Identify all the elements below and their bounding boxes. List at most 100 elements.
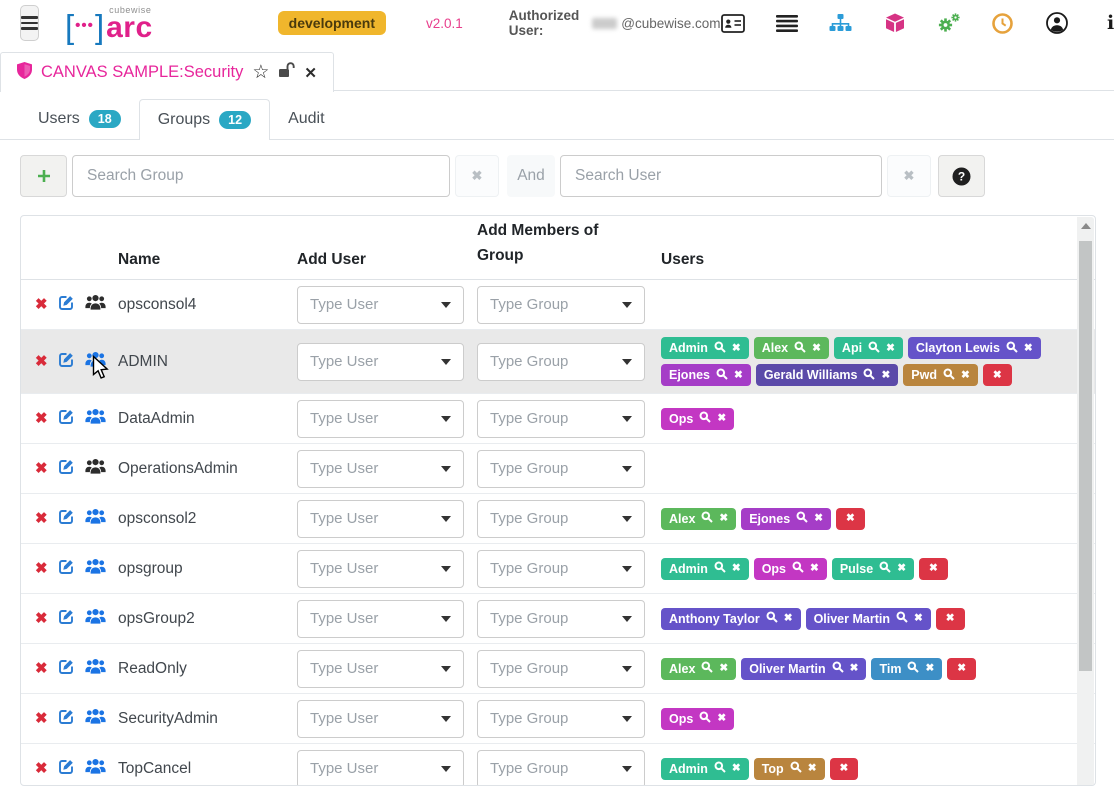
delete-group-button[interactable]: ✖	[35, 353, 48, 370]
tag-remove-icon[interactable]: ✖	[814, 512, 824, 525]
add-user-select[interactable]: Type User	[297, 285, 464, 324]
remove-all-users-button[interactable]: ✖	[829, 757, 859, 780]
add-user-select[interactable]: Type User	[297, 449, 464, 488]
user-tag[interactable]: Anthony Taylor ✖	[661, 607, 801, 630]
tag-remove-icon[interactable]: ✖	[913, 612, 923, 625]
id-card-icon[interactable]	[720, 11, 745, 35]
vertical-scrollbar[interactable]	[1077, 217, 1094, 785]
tag-search-icon[interactable]	[790, 761, 802, 776]
remove-all-users-button[interactable]: ✖	[919, 557, 948, 580]
user-tag[interactable]: Top ✖	[753, 757, 825, 780]
clear-group-search-button[interactable]: ✖	[455, 155, 499, 197]
user-tag[interactable]: Pwd ✖	[903, 364, 978, 386]
edit-group-button[interactable]	[58, 608, 75, 630]
edit-group-button[interactable]	[58, 294, 75, 316]
tag-search-icon[interactable]	[907, 661, 920, 676]
tag-remove-icon[interactable]: ✖	[731, 562, 741, 575]
tag-search-icon[interactable]	[896, 611, 908, 626]
edit-group-button[interactable]	[58, 558, 75, 580]
tag-remove-icon[interactable]: ✖	[925, 662, 935, 675]
edit-group-button[interactable]	[58, 408, 75, 430]
tag-search-icon[interactable]	[714, 341, 726, 356]
add-members-select[interactable]: Type Group	[477, 449, 645, 488]
user-tag[interactable]: Clayton Lewis ✖	[907, 337, 1041, 359]
tag-search-icon[interactable]	[714, 761, 726, 776]
edit-group-button[interactable]	[58, 351, 75, 373]
delete-group-button[interactable]: ✖	[35, 296, 48, 313]
list-icon[interactable]	[775, 11, 799, 35]
tag-remove-icon[interactable]: ✖	[886, 341, 895, 354]
unlock-icon[interactable]	[278, 62, 296, 83]
tag-search-icon[interactable]	[714, 561, 726, 576]
delete-group-button[interactable]: ✖	[35, 760, 48, 777]
user-tag[interactable]: Ops ✖	[661, 707, 735, 730]
tab-audit[interactable]: Audit	[270, 99, 342, 139]
cube-icon[interactable]	[883, 11, 907, 35]
sitemap-icon[interactable]	[829, 11, 853, 35]
delete-group-button[interactable]: ✖	[35, 410, 48, 427]
add-members-select[interactable]: Type Group	[477, 342, 645, 381]
tag-search-icon[interactable]	[868, 341, 880, 356]
user-tag[interactable]: Ops ✖	[661, 407, 735, 430]
delete-group-button[interactable]: ✖	[35, 660, 48, 677]
tag-remove-icon[interactable]: ✖	[734, 368, 743, 381]
tag-remove-icon[interactable]: ✖	[717, 712, 727, 725]
user-tag[interactable]: Oliver Martin ✖	[805, 607, 931, 630]
add-user-select[interactable]: Type User	[297, 499, 464, 538]
user-tag[interactable]: Pulse ✖	[831, 557, 914, 580]
add-group-button[interactable]	[20, 155, 67, 197]
tag-remove-icon[interactable]: ✖	[717, 412, 727, 425]
edit-group-button[interactable]	[58, 458, 75, 480]
tag-search-icon[interactable]	[943, 368, 955, 383]
clear-user-search-button[interactable]: ✖	[887, 155, 931, 197]
search-group-input[interactable]	[72, 155, 450, 197]
tag-search-icon[interactable]	[701, 511, 714, 526]
add-members-select[interactable]: Type Group	[477, 499, 645, 538]
user-tag[interactable]: Api ✖	[833, 337, 903, 359]
remove-all-users-button[interactable]: ✖	[836, 507, 865, 530]
add-members-select[interactable]: Type Group	[477, 399, 645, 438]
delete-group-button[interactable]: ✖	[35, 510, 48, 527]
tag-search-icon[interactable]	[699, 711, 712, 726]
tag-remove-icon[interactable]: ✖	[731, 341, 741, 354]
tag-remove-icon[interactable]: ✖	[897, 562, 906, 575]
add-user-select[interactable]: Type User	[297, 399, 464, 438]
tag-search-icon[interactable]	[796, 511, 808, 526]
tab-groups[interactable]: Groups 12	[138, 99, 271, 140]
tag-remove-icon[interactable]: ✖	[719, 512, 729, 525]
tag-search-icon[interactable]	[863, 368, 876, 383]
info-icon[interactable]: i	[1106, 12, 1114, 34]
favorite-star-icon[interactable]: ☆	[252, 62, 270, 83]
tag-search-icon[interactable]	[794, 341, 806, 356]
edit-group-button[interactable]	[58, 508, 75, 530]
tag-remove-icon[interactable]: ✖	[881, 368, 891, 381]
add-members-select[interactable]: Type Group	[477, 285, 645, 324]
close-tab-icon[interactable]: ✕	[304, 64, 317, 82]
user-tag[interactable]: Tim ✖	[871, 657, 943, 680]
add-user-select[interactable]: Type User	[297, 549, 464, 588]
tag-remove-icon[interactable]: ✖	[807, 762, 817, 775]
delete-group-button[interactable]: ✖	[35, 610, 48, 627]
user-tag[interactable]: Ejones ✖	[741, 507, 832, 530]
delete-group-button[interactable]: ✖	[35, 460, 48, 477]
hamburger-menu-button[interactable]	[20, 5, 39, 41]
user-tag[interactable]: Admin ✖	[661, 757, 749, 780]
add-user-select[interactable]: Type User	[297, 649, 464, 688]
edit-group-button[interactable]	[58, 708, 75, 730]
tab-users[interactable]: Users 18	[20, 99, 139, 139]
gears-icon[interactable]	[937, 12, 961, 34]
remove-all-users-button[interactable]: ✖	[947, 657, 977, 680]
tag-search-icon[interactable]	[879, 561, 891, 576]
remove-all-users-button[interactable]: ✖	[935, 607, 965, 630]
user-tag[interactable]: Alex ✖	[661, 507, 737, 530]
delete-group-button[interactable]: ✖	[35, 560, 48, 577]
user-tag[interactable]: Ops ✖	[753, 557, 827, 580]
add-members-select[interactable]: Type Group	[477, 649, 645, 688]
edit-group-button[interactable]	[58, 658, 75, 680]
add-user-select[interactable]: Type User	[297, 749, 464, 785]
user-tag[interactable]: Oliver Martin ✖	[741, 657, 867, 680]
user-tag[interactable]: Admin ✖	[661, 337, 749, 359]
tag-remove-icon[interactable]: ✖	[812, 341, 821, 354]
delete-group-button[interactable]: ✖	[35, 710, 48, 727]
tag-remove-icon[interactable]: ✖	[719, 662, 729, 675]
